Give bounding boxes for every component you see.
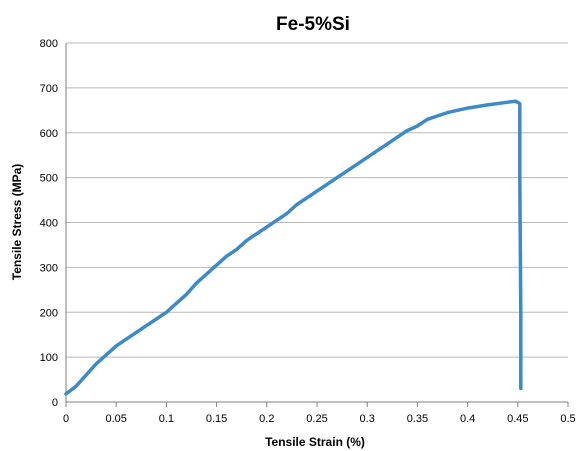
x-tick-label: 0.1 bbox=[159, 413, 174, 425]
x-tick-label: 0 bbox=[63, 413, 69, 425]
series-group bbox=[64, 99, 523, 396]
x-tick-label: 0.15 bbox=[206, 413, 227, 425]
y-tick-label: 700 bbox=[40, 83, 58, 95]
chart-title: Fe-5%Si bbox=[276, 14, 350, 35]
series-line bbox=[64, 99, 523, 396]
x-tick-label: 0.2 bbox=[259, 413, 274, 425]
x-tick-label: 0.05 bbox=[105, 413, 126, 425]
x-tick-label: 0.5 bbox=[560, 413, 575, 425]
y-tick-label: 500 bbox=[40, 173, 58, 185]
y-tick-label: 200 bbox=[40, 307, 58, 319]
y-tick-label: 600 bbox=[40, 128, 58, 140]
x-tick-label: 0.3 bbox=[360, 413, 375, 425]
y-tick-labels: 0 100 200 300 400 500 600 700 800 bbox=[40, 38, 58, 409]
x-axis-title: Tensile Strain (%) bbox=[265, 435, 365, 449]
gridlines bbox=[66, 42, 568, 358]
x-tick-labels: 0 0.05 0.1 0.15 0.2 0.25 0.3 0.35 0.4 0.45 0.5 bbox=[63, 413, 576, 425]
x-tick-label: 0.35 bbox=[407, 413, 428, 425]
x-tick-label: 0.45 bbox=[507, 413, 528, 425]
y-axis-title: Tensile Stress (MPa) bbox=[10, 164, 24, 280]
y-tick-label: 400 bbox=[40, 218, 58, 230]
y-tick-label: 300 bbox=[40, 262, 58, 274]
x-tick-label: 0.4 bbox=[460, 413, 475, 425]
y-tick-label: 0 bbox=[52, 397, 58, 409]
y-tick-label: 100 bbox=[40, 352, 58, 364]
axes bbox=[65, 43, 569, 407]
y-tick-label: 800 bbox=[40, 38, 58, 50]
x-tick-label: 0.25 bbox=[306, 413, 327, 425]
